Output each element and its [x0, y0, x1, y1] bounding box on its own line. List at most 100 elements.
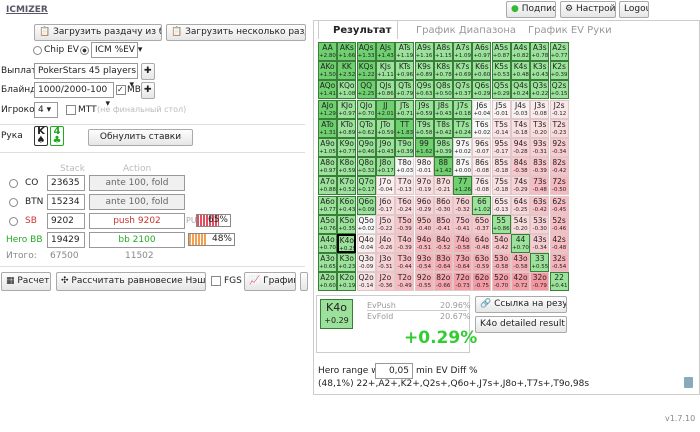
checkbox-checked[interactable]: ✓ — [116, 85, 126, 95]
hand-cell[interactable]: 97o -0.19 — [414, 176, 434, 196]
hand-cell[interactable]: 96s -0.07 — [472, 138, 492, 157]
hand-cell[interactable]: J8s +0.43 — [433, 99, 453, 119]
hand-cell[interactable]: T8s +0.42 — [433, 118, 453, 138]
hand-cell[interactable]: KQs +1.22 — [356, 61, 376, 81]
hand-cell[interactable]: 73o -0.64 — [453, 253, 473, 273]
hand-cell[interactable]: KJs +1.11 — [375, 61, 395, 81]
hand-cell[interactable]: T2o -0.49 — [395, 272, 415, 292]
tab[interactable]: График EV Руки — [528, 25, 612, 36]
action-input[interactable]: bb 2100 — [89, 232, 185, 248]
hand-cell[interactable]: 62o -0.75 — [472, 272, 492, 292]
hand-cell[interactable]: 66 +1.02 — [472, 195, 492, 215]
hand-cell[interactable]: K6o +0.43 — [337, 195, 357, 215]
hand-cell[interactable]: Q2s +0.15 — [549, 80, 569, 100]
hand-cell[interactable]: 63o -0.59 — [472, 253, 492, 273]
hand-cell[interactable]: Q7s +0.37 — [453, 80, 473, 100]
hand-cell[interactable]: 42s -0.48 — [549, 234, 569, 253]
tab-active[interactable] — [318, 20, 398, 39]
hand-cell[interactable]: A3o +0.65 — [318, 253, 337, 273]
hand-cell[interactable]: A5o +0.76 — [318, 214, 337, 234]
hand-cell[interactable]: K8s +0.78 — [433, 61, 453, 81]
hand-cell[interactable]: 86s -0.08 — [472, 157, 492, 177]
hand-cell[interactable]: 75s -0.18 — [491, 176, 511, 196]
stack-input[interactable]: 19429 — [47, 232, 85, 248]
hand-cell[interactable]: K5o +0.35 — [337, 214, 357, 234]
hand-cell[interactable]: QTo +0.62 — [356, 118, 376, 138]
hand-cell[interactable]: Q9o +0.46 — [356, 138, 376, 157]
hand-cell[interactable]: 98o -0.01 — [414, 157, 434, 177]
hand-cell[interactable]: 92s -0.34 — [549, 138, 569, 157]
hand-cell[interactable]: A8o +0.97 — [318, 157, 337, 177]
load-multiple-button[interactable]: 📋 Загрузить несколько раздач или тур — [166, 24, 306, 41]
hand-cell[interactable]: J4o -0.26 — [375, 234, 395, 253]
calc-button[interactable]: ▦ Расчет — [1, 272, 51, 291]
hand-cell[interactable]: T7o -0.13 — [395, 176, 415, 196]
charts-button[interactable]: 📈 Графики — [244, 272, 296, 291]
hand-cell[interactable]: A6o +0.77 — [318, 195, 337, 215]
hand-cell[interactable]: A9s +1.16 — [414, 42, 434, 61]
radio[interactable] — [9, 179, 18, 188]
hand-cell[interactable]: K4s +0.48 — [511, 61, 530, 81]
hand-cell[interactable]: K7o +0.52 — [337, 176, 357, 196]
hand-cell[interactable]: Q6s +0.29 — [472, 80, 492, 100]
hand-cell[interactable]: 84o -0.52 — [433, 234, 453, 253]
hand-cell[interactable]: 63s -0.42 — [530, 195, 550, 215]
hand-cell[interactable]: T5s -0.14 — [491, 118, 511, 138]
radio[interactable] — [9, 217, 18, 226]
hand-cell[interactable]: Q5s +0.29 — [491, 80, 511, 100]
hand-cell[interactable]: A5s +0.87 — [491, 42, 511, 61]
card[interactable]: 4 ♣ — [50, 126, 64, 146]
hand-cell[interactable]: 97s +0.02 — [453, 138, 473, 157]
hand-cell[interactable]: 94o -0.51 — [414, 234, 434, 253]
hand-cell[interactable]: 98s +0.39 — [433, 138, 453, 157]
hand-cell[interactable]: AQo +1.41 — [318, 80, 337, 100]
settings-button[interactable]: ⚙ Настройки — [560, 1, 616, 18]
hand-cell[interactable]: A4o +0.70 — [318, 234, 337, 253]
hand-cell[interactable]: 96o -0.29 — [414, 195, 434, 215]
hand-cell[interactable]: 42o -0.72 — [511, 272, 530, 292]
hand-cell[interactable]: 94s -0.28 — [511, 138, 530, 157]
hand-cell[interactable]: A7o +0.88 — [318, 176, 337, 196]
hand-cell[interactable]: 33 +0.55 — [530, 253, 550, 273]
action-input[interactable]: ante 100, fold — [89, 194, 185, 210]
hand-cell[interactable]: Q4o -0.04 — [356, 234, 376, 253]
hand-cell[interactable]: K8o +0.59 — [337, 157, 357, 177]
hand-cell[interactable]: K9o +0.77 — [337, 138, 357, 157]
hand-cell[interactable]: AJo +1.29 — [318, 99, 337, 119]
hand-cell[interactable]: 62s -0.45 — [549, 195, 569, 215]
hand-cell[interactable]: J3s -0.08 — [530, 99, 550, 119]
hand-cell[interactable]: 74o -0.58 — [453, 234, 473, 253]
hand-cell[interactable]: K7s +0.69 — [453, 61, 473, 81]
hand-cell[interactable]: J4s -0.03 — [511, 99, 530, 119]
hand-cell[interactable]: T9o +0.39 — [395, 138, 415, 157]
tab[interactable]: Результат — [333, 25, 392, 36]
reset-button[interactable]: Обнулить ставки — [88, 129, 193, 146]
hand-cell[interactable]: 76o -0.32 — [453, 195, 473, 215]
logout-button[interactable]: Logout — [619, 1, 649, 18]
load-buffer-button[interactable]: 📋 Загрузить раздачу из буфера — [34, 24, 162, 41]
checkbox[interactable] — [66, 105, 76, 115]
hand-cell[interactable]: QTs +0.79 — [395, 80, 415, 100]
hand-cell[interactable]: 77 +1.26 — [453, 176, 473, 196]
hand-cell[interactable]: 95o -0.40 — [414, 214, 434, 234]
hand-cell[interactable]: 84s -0.38 — [511, 157, 530, 177]
add-button[interactable]: ✚ — [141, 82, 155, 99]
hand-cell[interactable]: J7s +0.18 — [453, 99, 473, 119]
hand-cell[interactable]: KTs +0.96 — [395, 61, 415, 81]
card[interactable]: K ♠ — [34, 126, 48, 146]
hand-cell[interactable]: 87s +0.00 — [453, 157, 473, 177]
hand-cell[interactable]: Q4s +0.24 — [511, 80, 530, 100]
hand-cell[interactable]: T3o -0.44 — [395, 253, 415, 273]
hand-cell[interactable]: AKo +1.50 — [318, 61, 337, 81]
hand-cell[interactable]: 54s -0.20 — [511, 214, 530, 234]
range-bar[interactable]: 48% — [188, 233, 235, 246]
hand-cell[interactable]: 73s -0.48 — [530, 176, 550, 196]
hand-cell[interactable]: 82s -0.42 — [549, 157, 569, 177]
stack-input[interactable]: 15234 — [47, 194, 85, 210]
hand-cell[interactable]: 32s -0.54 — [549, 253, 569, 273]
hand-cell[interactable]: 72o -0.73 — [453, 272, 473, 292]
hand-cell[interactable]: Q8s +0.50 — [433, 80, 453, 100]
hand-cell[interactable]: Q9s +0.63 — [414, 80, 434, 100]
subscription-button[interactable]: ● Подписка — [506, 1, 556, 18]
stack-input[interactable]: 9202 — [47, 213, 85, 229]
